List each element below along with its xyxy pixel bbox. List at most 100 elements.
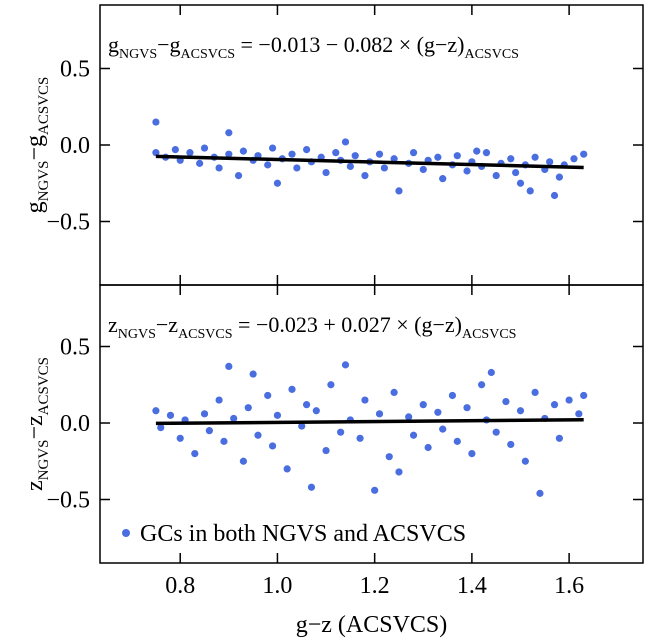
point <box>264 161 272 169</box>
point <box>361 396 369 404</box>
x-axis-label: g−z (ACSVCS) <box>296 612 448 638</box>
point <box>463 404 471 412</box>
point <box>580 391 588 400</box>
point <box>244 404 252 412</box>
point <box>337 428 345 436</box>
point <box>385 453 393 461</box>
subscript: NGVS <box>36 440 52 481</box>
point <box>492 172 500 180</box>
point <box>570 155 578 163</box>
point <box>312 407 320 415</box>
point <box>424 443 432 452</box>
point <box>516 179 525 187</box>
point <box>166 411 175 419</box>
point <box>152 118 160 126</box>
point <box>473 147 481 155</box>
point <box>380 164 388 172</box>
point <box>531 388 539 397</box>
x-tick-label: 1.4 <box>457 573 487 599</box>
point <box>307 483 316 491</box>
point <box>405 413 413 421</box>
point <box>478 381 486 389</box>
x-tick-label: 1.0 <box>262 573 292 599</box>
equation: gNGVS−gACSVCS = −0.013 − 0.082 × (g−z)AC… <box>108 32 519 62</box>
point <box>546 158 554 166</box>
point <box>555 434 563 442</box>
text-part: = −0.013 − 0.082 × (g−z) <box>235 32 464 57</box>
point <box>249 370 257 378</box>
point <box>375 150 384 158</box>
point <box>507 155 515 163</box>
x-tick-label: 1.2 <box>360 573 390 599</box>
point <box>468 450 476 458</box>
subscript: ACSVCS <box>36 77 52 135</box>
point <box>550 401 559 409</box>
y-tick-label: −0.5 <box>46 210 90 236</box>
point <box>448 391 457 400</box>
point <box>395 468 403 476</box>
point <box>239 457 248 465</box>
y-tick-label: 0.0 <box>60 133 90 159</box>
point <box>303 145 311 154</box>
point <box>434 153 442 161</box>
point <box>507 440 515 449</box>
point <box>395 187 403 195</box>
equation: zNGVS−zACSVCS = −0.023 + 0.027 × (g−z)AC… <box>108 312 516 342</box>
point <box>580 150 588 158</box>
point <box>176 434 184 442</box>
y-tick-label: 0.0 <box>60 411 90 437</box>
point <box>502 397 510 406</box>
point <box>234 172 243 180</box>
point <box>268 442 277 450</box>
point <box>254 431 262 439</box>
point <box>351 152 359 160</box>
point <box>171 145 179 154</box>
point <box>409 431 418 439</box>
subscript: ACSVCS <box>464 47 518 62</box>
point <box>327 381 335 389</box>
point <box>341 361 350 369</box>
point <box>371 486 379 494</box>
text-part: z <box>108 312 118 337</box>
point <box>482 149 491 157</box>
text-part: g <box>22 201 48 213</box>
y-tick-label: 0.5 <box>60 335 90 361</box>
point <box>531 153 539 161</box>
point <box>390 155 398 163</box>
text-part: z <box>22 480 48 491</box>
point <box>492 428 500 436</box>
text-part: = −0.023 + 0.027 × (g−z) <box>233 312 462 337</box>
point <box>419 401 427 409</box>
point <box>200 144 209 152</box>
point <box>439 175 447 183</box>
point <box>516 407 525 415</box>
subscript: ACSVCS <box>178 327 232 342</box>
x-tick-label: 0.8 <box>165 573 195 599</box>
point <box>453 152 461 160</box>
point <box>575 410 583 418</box>
point <box>293 164 301 172</box>
y-axis-label: zNGVS−zACSVCS <box>22 357 52 491</box>
point <box>283 465 291 473</box>
point <box>273 411 282 419</box>
point <box>555 173 563 181</box>
point <box>225 362 233 370</box>
point <box>157 423 165 432</box>
point <box>512 168 520 177</box>
point <box>215 396 223 404</box>
point <box>273 179 282 187</box>
point <box>487 368 495 377</box>
point <box>152 407 160 415</box>
legend-label: GCs in both NGVS and ACSVCS <box>140 521 466 547</box>
subscript: ACSVCS <box>462 327 516 342</box>
point <box>298 422 306 430</box>
point <box>390 388 398 397</box>
point <box>225 150 233 158</box>
point <box>205 427 213 435</box>
point <box>453 437 461 445</box>
point <box>264 391 272 400</box>
point <box>322 446 330 455</box>
point <box>268 144 277 152</box>
point <box>434 408 442 416</box>
